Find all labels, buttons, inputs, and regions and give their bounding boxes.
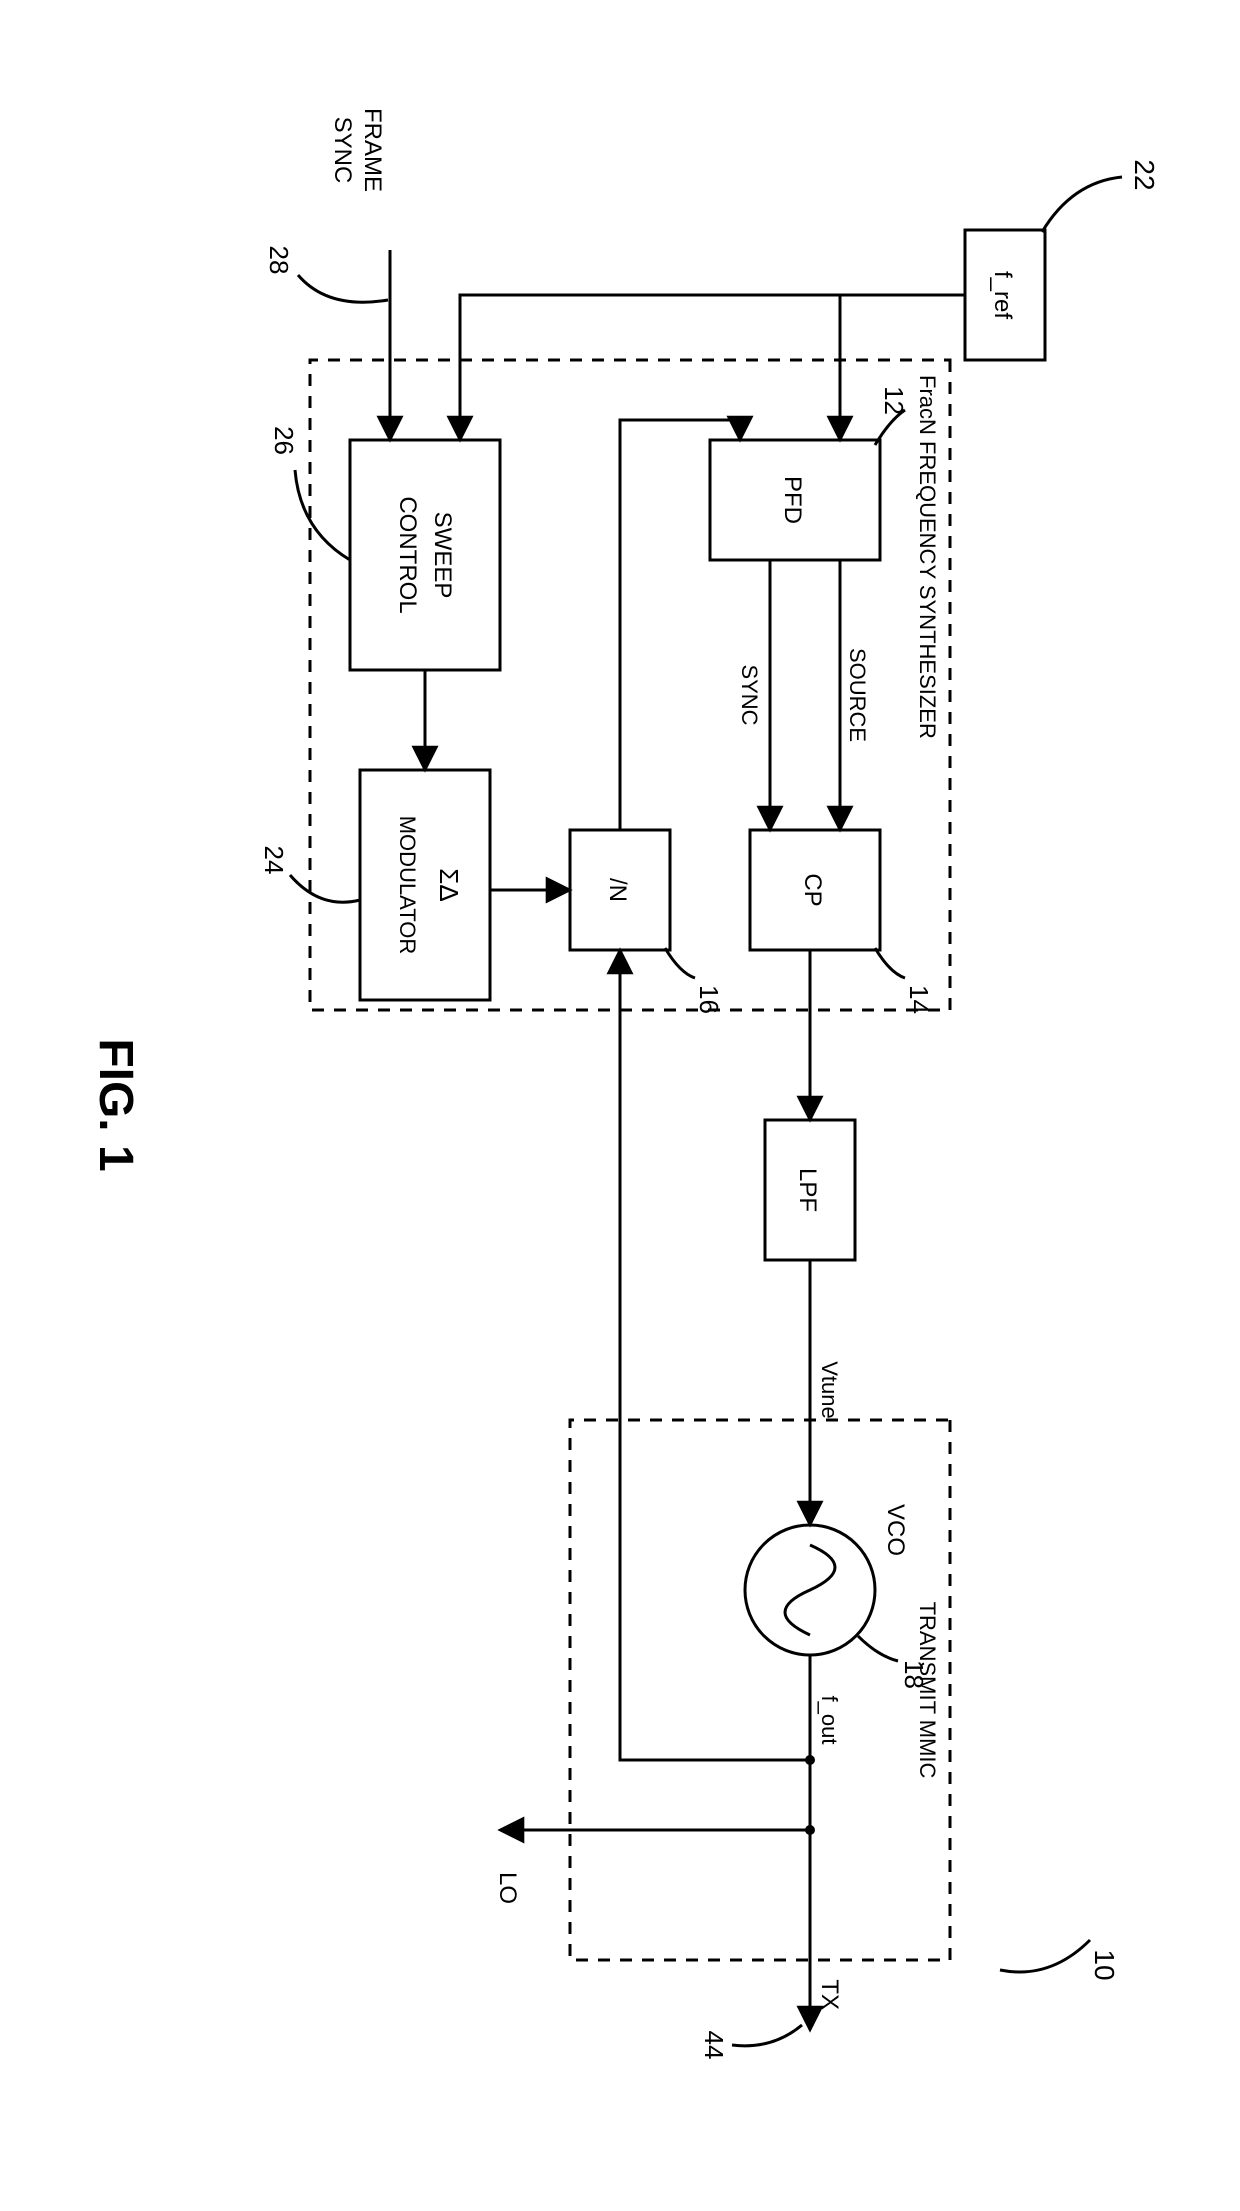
block-f-ref: f_ref 22 xyxy=(965,159,1160,360)
pfd-label: PFD xyxy=(779,476,806,524)
divn-ref: 16 xyxy=(694,985,724,1014)
sync-label: SYNC xyxy=(737,664,762,725)
vco-label: VCO xyxy=(882,1504,909,1556)
block-sd: ΣΔ MODULATOR 24 xyxy=(259,770,490,1000)
block-pfd: PFD 12 xyxy=(710,386,909,560)
system-ref: 10 xyxy=(1000,1940,1120,1981)
sd-label-1: ΣΔ xyxy=(434,868,464,901)
system-ref-label: 10 xyxy=(1089,1949,1120,1980)
block-vco: VCO 18 xyxy=(745,1504,929,1689)
frame-sync-label-1: FRAME xyxy=(359,108,386,192)
divn-label: /N xyxy=(604,878,631,902)
source-label: SOURCE xyxy=(845,648,870,742)
frame-sync-label-2: SYNC xyxy=(329,117,356,184)
frame-sync-ref: 28 xyxy=(264,246,294,275)
tx-label: TX xyxy=(816,1979,843,2010)
lpf-label: LPF xyxy=(794,1168,821,1212)
vco-ref: 18 xyxy=(899,1660,929,1689)
figure-caption: FIG. 1 xyxy=(89,1038,142,1171)
pfd-ref: 12 xyxy=(879,386,909,415)
cp-label: CP xyxy=(799,873,826,906)
vtune-label: Vtune xyxy=(817,1361,842,1419)
sweep-label-2: CONTROL xyxy=(394,496,421,613)
sd-label-2: MODULATOR xyxy=(395,816,420,955)
lo-label: LO xyxy=(494,1872,521,1904)
sweep-ref: 26 xyxy=(269,426,299,455)
sweep-label-1: SWEEP xyxy=(429,512,456,599)
group-mmic: TRANSMIT MMIC xyxy=(570,1420,950,1960)
block-sweep: SWEEP CONTROL 26 xyxy=(269,426,500,670)
f-ref-ref: 22 xyxy=(1129,159,1160,190)
block-cp: CP 14 xyxy=(750,830,934,1014)
f-ref-label: f_ref xyxy=(989,271,1016,319)
block-divn: /N 16 xyxy=(570,830,724,1014)
sd-ref: 24 xyxy=(259,846,289,875)
mmic-title: TRANSMIT MMIC xyxy=(915,1602,940,1779)
fout-label: f_out xyxy=(817,1696,842,1745)
tx-ref: 44 xyxy=(699,2031,729,2060)
synth-title: FracN FREQUENCY SYNTHESIZER xyxy=(915,375,940,739)
cp-ref: 14 xyxy=(904,985,934,1014)
block-lpf: LPF xyxy=(765,1120,855,1260)
